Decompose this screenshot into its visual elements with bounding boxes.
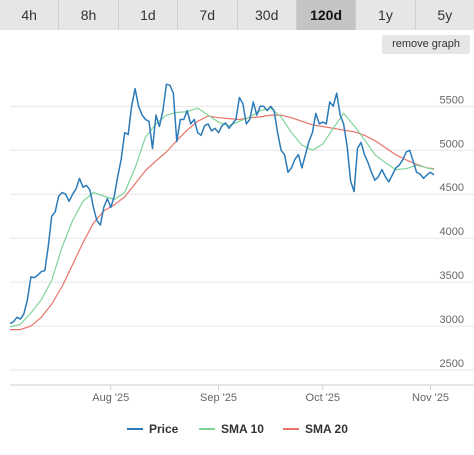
- legend-label: Price: [149, 422, 179, 436]
- y-tick-label: 3500: [440, 270, 464, 282]
- y-tick-label: 4000: [440, 226, 464, 238]
- y-tick-label: 3000: [440, 314, 464, 326]
- x-tick-label: Aug '25: [92, 392, 129, 404]
- timeframe-tabs: 4h 8h 1d 7d 30d 120d 1y 5y: [0, 0, 474, 30]
- legend-swatch: [127, 428, 143, 430]
- y-tick-label: 2500: [440, 358, 464, 370]
- remove-graph-button[interactable]: remove graph: [382, 35, 470, 54]
- legend-swatch: [283, 428, 299, 430]
- tab-8h[interactable]: 8h: [59, 0, 119, 30]
- series-line-sma-20: [10, 114, 435, 331]
- y-tick-label: 5500: [440, 94, 464, 106]
- x-tick-label: Oct '25: [306, 392, 341, 404]
- legend-item-sma-10[interactable]: SMA 10: [199, 418, 264, 440]
- tab-1d[interactable]: 1d: [118, 0, 179, 30]
- chart-legend: Price SMA 10 SMA 20: [0, 418, 474, 440]
- tab-30d[interactable]: 30d: [237, 0, 297, 30]
- series-line-sma-10: [9, 107, 435, 328]
- tab-5y[interactable]: 5y: [415, 0, 474, 30]
- price-chart: 2500 3000 3500 4000 4500 5000 5500 Aug '25 Sep '…: [9, 83, 474, 404]
- y-tick-label: 4500: [440, 182, 464, 194]
- tab-120d[interactable]: 120d: [296, 0, 357, 30]
- x-tick-label: Sep '25: [200, 392, 237, 404]
- tab-1y[interactable]: 1y: [356, 0, 416, 30]
- legend-item-price[interactable]: Price: [127, 418, 178, 440]
- tab-4h[interactable]: 4h: [0, 0, 60, 30]
- legend-label: SMA 10: [221, 422, 264, 436]
- x-tick-label: Nov '25: [412, 392, 449, 404]
- legend-item-sma-20[interactable]: SMA 20: [283, 418, 348, 440]
- y-tick-label: 5000: [440, 138, 464, 150]
- legend-label: SMA 20: [305, 422, 348, 436]
- legend-swatch: [199, 428, 215, 430]
- tab-7d[interactable]: 7d: [178, 0, 238, 30]
- series-line-price: [9, 83, 435, 325]
